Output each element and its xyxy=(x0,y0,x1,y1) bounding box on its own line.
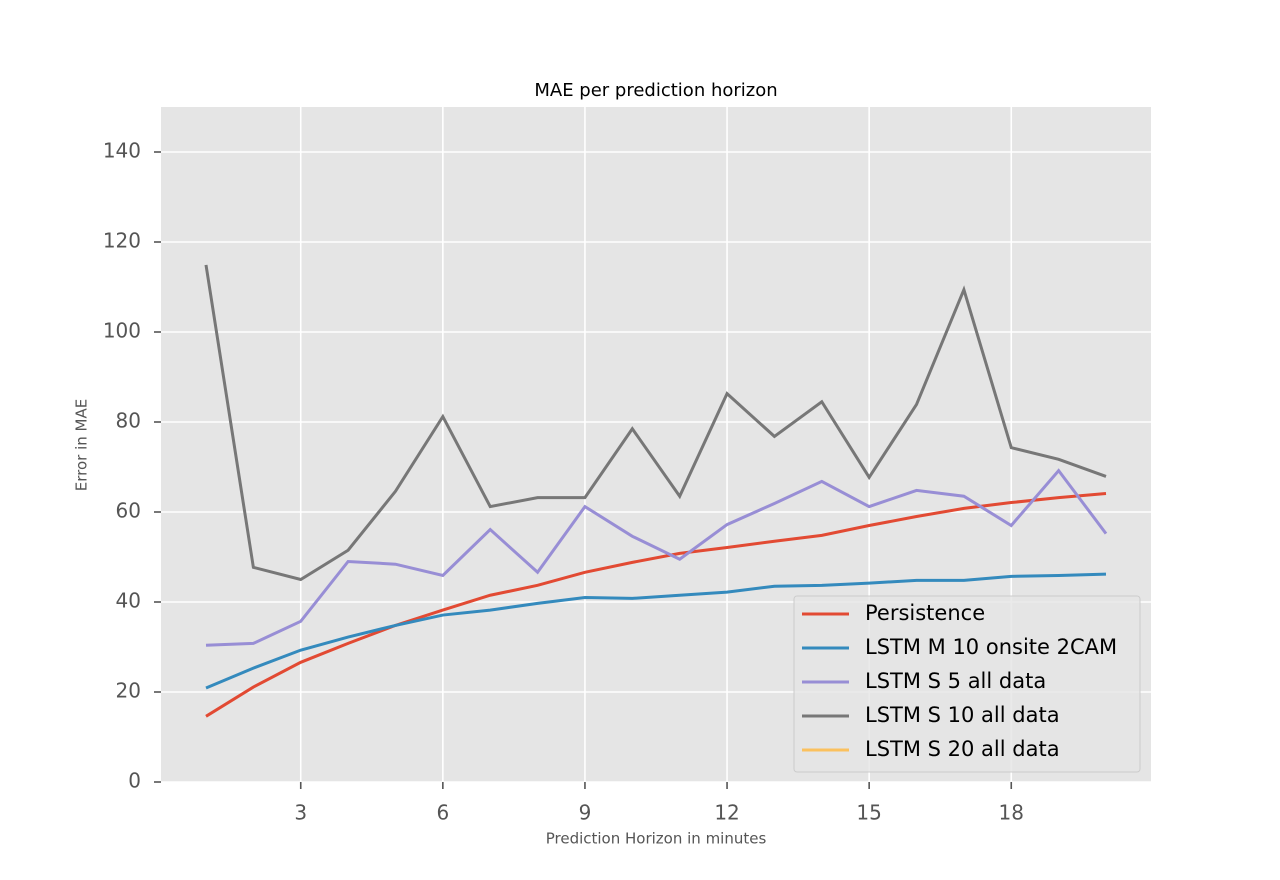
y-tick-label: 0 xyxy=(128,769,141,793)
legend-label: LSTM S 5 all data xyxy=(865,669,1046,693)
legend-label: LSTM M 10 onsite 2CAM xyxy=(865,635,1117,659)
y-tick-label: 60 xyxy=(116,499,141,523)
series-line xyxy=(205,468,1108,647)
x-tick-label: 9 xyxy=(579,801,592,825)
x-tick-label: 18 xyxy=(999,801,1024,825)
chart-title: MAE per prediction horizon xyxy=(534,80,777,101)
legend-box xyxy=(793,595,1141,773)
series-line xyxy=(205,492,1107,718)
legend-label: Persistence xyxy=(865,601,985,625)
y-tick-label: 80 xyxy=(116,409,141,433)
x-tick-label: 3 xyxy=(294,801,307,825)
y-tick-label: 20 xyxy=(116,679,141,703)
y-tick-label: 120 xyxy=(103,229,141,253)
y-tick-label: 100 xyxy=(103,319,141,343)
x-tick-label: 12 xyxy=(714,801,739,825)
series-line xyxy=(204,264,1107,582)
x-tick-label: 15 xyxy=(856,801,881,825)
y-tick-label: 140 xyxy=(103,139,141,163)
legend-label: LSTM S 10 all data xyxy=(865,703,1060,727)
x-axis-label: Prediction Horizon in minutes xyxy=(546,830,767,848)
y-axis-label: Error in MAE xyxy=(73,399,91,491)
x-tick-label: 6 xyxy=(436,801,449,825)
y-tick-label: 40 xyxy=(116,589,141,613)
legend-label: LSTM S 20 all data xyxy=(865,737,1060,761)
series-line xyxy=(205,572,1107,690)
